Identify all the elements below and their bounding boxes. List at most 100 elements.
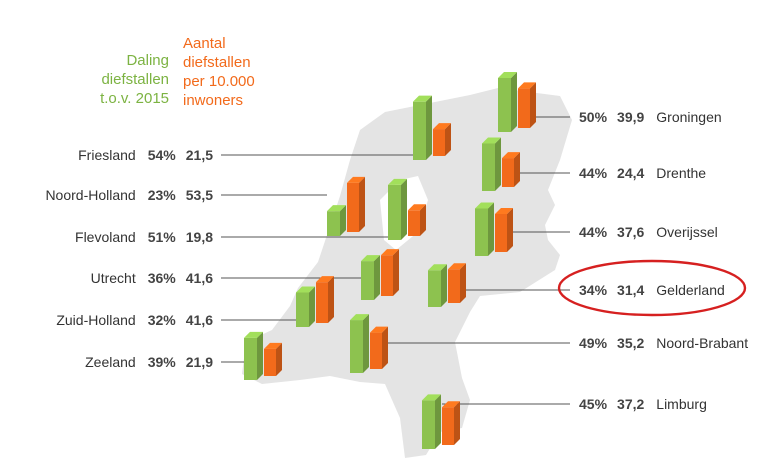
province-name: Utrecht <box>90 270 136 286</box>
bar-decline-front <box>428 270 441 307</box>
bar-rate-top <box>442 401 460 408</box>
bar-rate-top <box>316 276 334 283</box>
bar-rate-side <box>460 263 466 303</box>
bar-rate-top <box>433 123 451 130</box>
bar-decline-side <box>441 264 447 307</box>
province-label: Friesland 54% 21,5 <box>78 147 213 163</box>
province-name: Gelderland <box>656 282 725 298</box>
rate-header-line: diefstallen <box>183 54 251 71</box>
bar-rate-front <box>408 210 420 236</box>
rate-value-label: 53,5 <box>185 187 213 203</box>
province-label: Noord-Holland 23% 53,5 <box>45 187 213 203</box>
province-name: Zeeland <box>85 354 136 370</box>
bar-rate-side <box>328 276 334 323</box>
decline-value-label: 54% <box>147 147 176 163</box>
bar-rate <box>381 249 399 296</box>
bar-rate-side <box>393 249 399 296</box>
decline-value-label: 34% <box>579 282 608 298</box>
bar-decline-top <box>428 264 447 271</box>
province-label: Zeeland 39% 21,9 <box>85 354 213 370</box>
bar-decline <box>244 331 263 380</box>
bar-rate-top <box>381 249 399 256</box>
bar-rate-top <box>264 342 282 349</box>
rate-value-label: 21,5 <box>185 147 213 163</box>
bar-decline-side <box>495 137 501 191</box>
bar-rate-front <box>502 158 514 187</box>
province-name: Groningen <box>656 109 722 125</box>
bar-decline <box>413 95 432 160</box>
rate-value-label: 35,2 <box>617 335 645 351</box>
bar-decline <box>361 255 380 300</box>
decline-value-label: 23% <box>147 187 176 203</box>
bar-rate <box>370 326 388 369</box>
bar-rate-side <box>420 204 426 236</box>
decline-value-label: 51% <box>147 229 176 245</box>
bar-rate-side <box>276 342 282 376</box>
decline-header-line: t.o.v. 2015 <box>100 90 169 107</box>
bar-rate-top <box>408 204 426 211</box>
rate-value-label: 24,4 <box>617 165 645 181</box>
bar-rate-front <box>316 282 328 323</box>
province-label: 45% 37,2 Limburg <box>579 396 707 412</box>
rate-value-label: 19,8 <box>185 229 213 245</box>
rate-header-line: per 10.000 <box>183 73 255 90</box>
decline-value-label: 49% <box>579 335 608 351</box>
decline-header-line: Daling <box>126 52 169 69</box>
bar-decline-side <box>257 331 263 380</box>
bar-decline-front <box>482 143 495 191</box>
bar-decline <box>422 394 441 449</box>
bar-rate <box>502 152 520 187</box>
bar-decline-front <box>498 78 511 132</box>
bar-rate-side <box>530 82 536 128</box>
bar-rate-top <box>502 152 520 159</box>
bar-decline <box>428 264 447 307</box>
decline-value-label: 36% <box>147 270 176 286</box>
bar-decline-front <box>422 400 435 449</box>
bar-decline-front <box>350 320 363 373</box>
bar-decline-side <box>435 394 441 449</box>
bar-rate-top <box>518 82 536 89</box>
bar-rate <box>433 123 451 156</box>
rate-value-label: 41,6 <box>185 270 213 286</box>
province-label: Zuid-Holland 32% 41,6 <box>56 312 213 328</box>
province-name: Noord-Holland <box>45 187 136 203</box>
province-name: Drenthe <box>656 165 707 181</box>
bar-rate <box>495 207 513 252</box>
bar-decline-top <box>475 202 494 209</box>
province-label: 34% 31,4 Gelderland <box>579 282 725 298</box>
bar-rate <box>264 342 282 376</box>
province-name: Zuid-Holland <box>56 312 136 328</box>
decline-value-label: 39% <box>147 354 176 370</box>
bar-decline-side <box>374 255 380 300</box>
rate-value-label: 37,6 <box>617 224 645 240</box>
bar-decline-top <box>388 178 407 185</box>
bar-rate-side <box>382 326 388 369</box>
province-label: 44% 24,4 Drenthe <box>579 165 706 181</box>
bar-rate-side <box>454 401 460 445</box>
bar-decline-top <box>244 331 263 338</box>
province-name: Flevoland <box>75 229 136 245</box>
bar-rate-top <box>347 176 365 183</box>
bar-rate-top <box>370 326 388 333</box>
province-label: Utrecht 36% 41,6 <box>91 270 213 286</box>
rate-value-label: 39,9 <box>617 109 645 125</box>
province-name: Noord-Brabant <box>656 335 749 351</box>
decline-value-label: 44% <box>579 224 608 240</box>
bar-decline-side <box>363 314 369 373</box>
decline-value-label: 44% <box>579 165 608 181</box>
bar-rate-front <box>495 213 507 252</box>
bar-rate-side <box>514 152 520 187</box>
bar-decline-side <box>401 178 407 240</box>
bar-decline-side <box>309 286 315 327</box>
bar-decline <box>498 72 517 132</box>
bar-decline-side <box>340 205 346 236</box>
bar-decline-top <box>296 286 315 293</box>
bar-decline-top <box>361 255 380 262</box>
bar-rate-front <box>370 332 382 369</box>
rate-header: Aantal diefstallen per 10.000 inwoners <box>183 34 323 110</box>
bar-rate-front <box>433 129 445 156</box>
bar-decline-top <box>482 137 501 144</box>
bar-decline-top <box>422 394 441 401</box>
